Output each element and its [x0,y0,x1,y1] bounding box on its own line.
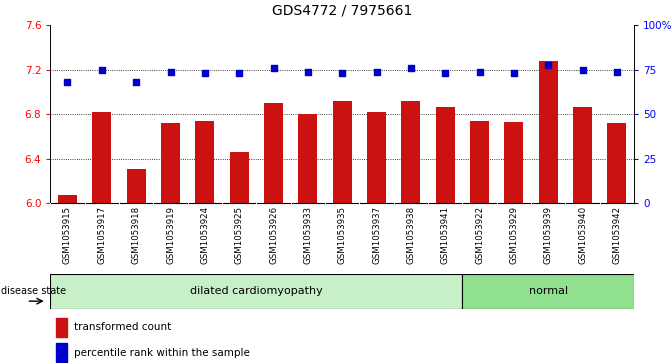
Point [577,67,588,73]
Bar [50,274,462,309]
Point [337,70,348,76]
Text: percentile rank within the sample: percentile rank within the sample [74,348,250,358]
Text: GSM1053940: GSM1053940 [578,206,587,264]
Bar [56,343,66,362]
Bar [299,114,317,203]
Text: GSM1053933: GSM1053933 [303,206,313,264]
Point [405,65,416,71]
Text: GSM1053929: GSM1053929 [509,206,519,264]
Point [509,70,519,76]
Bar [607,123,626,203]
Text: GSM1053941: GSM1053941 [441,206,450,264]
Point [165,69,176,74]
Bar [505,122,523,203]
Bar [539,61,558,203]
Bar [195,121,214,203]
Point [62,79,73,85]
Text: GSM1053942: GSM1053942 [613,206,621,264]
Bar [58,196,77,203]
Bar [435,107,455,203]
Point [543,62,554,68]
Point [131,79,142,85]
Bar [462,274,634,309]
Bar [229,152,249,203]
Bar [161,123,180,203]
Bar [56,318,66,337]
Text: GSM1053937: GSM1053937 [372,206,381,264]
Bar [367,112,386,203]
Point [474,69,485,74]
Point [371,69,382,74]
Point [440,70,451,76]
Bar [333,101,352,203]
Text: GSM1053939: GSM1053939 [544,206,553,264]
Bar [264,103,283,203]
Text: normal: normal [529,286,568,296]
Point [611,69,622,74]
Point [234,70,244,76]
Text: GSM1053924: GSM1053924 [201,206,209,264]
Point [303,69,313,74]
Bar [573,107,592,203]
Text: dilated cardiomyopathy: dilated cardiomyopathy [190,286,323,296]
Text: GSM1053935: GSM1053935 [338,206,347,264]
Text: GSM1053915: GSM1053915 [63,206,72,264]
Point [97,67,107,73]
Text: GSM1053925: GSM1053925 [235,206,244,264]
Text: GSM1053938: GSM1053938 [407,206,415,264]
Text: GSM1053926: GSM1053926 [269,206,278,264]
Text: GDS4772 / 7975661: GDS4772 / 7975661 [272,4,413,18]
Bar [93,112,111,203]
Bar [401,101,420,203]
Bar [127,169,146,203]
Text: GSM1053922: GSM1053922 [475,206,484,264]
Text: GSM1053919: GSM1053919 [166,206,175,264]
Bar [470,121,489,203]
Point [199,70,210,76]
Point [268,65,279,71]
Text: GSM1053918: GSM1053918 [132,206,141,264]
Text: GSM1053917: GSM1053917 [97,206,106,264]
Text: disease state: disease state [1,286,66,296]
Text: transformed count: transformed count [74,322,171,332]
